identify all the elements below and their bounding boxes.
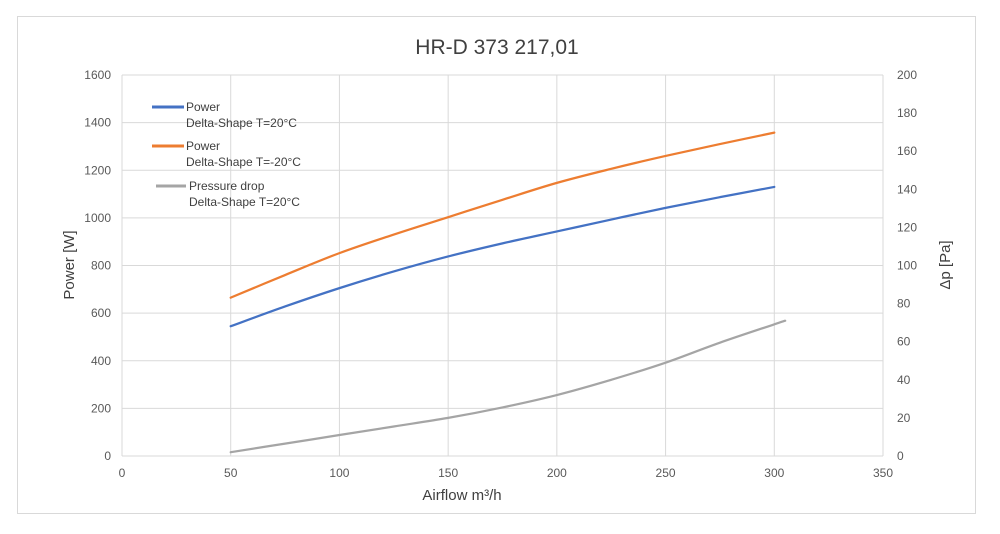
x-tick-label: 300 [764,466,784,480]
y-tick-label: 0 [104,449,111,463]
y2-tick-label: 200 [897,68,917,82]
x-tick-label: 250 [656,466,676,480]
chart-title: HR-D 373 217,01 [415,36,578,59]
x-tick-label: 0 [119,466,126,480]
y-tick-label: 1000 [84,211,111,225]
y2-tick-label: 20 [897,411,911,425]
legend-label-3-line1: Pressure drop [189,179,265,193]
y-tick-labels: 0 200 400 600 800 1000 1200 1400 1600 [84,68,111,463]
legend-label-3-line2: Delta-Shape T=20°C [189,195,300,209]
x-tick-label: 150 [438,466,458,480]
series-lines [229,131,787,454]
series-line-3 [229,319,787,454]
y2-tick-label: 60 [897,335,911,349]
grid [121,74,884,457]
y2-axis-title: Δp [Pa] [937,240,954,289]
y-tick-label: 200 [91,401,111,415]
legend-label-2-line1: Power [186,139,220,153]
x-tick-label: 50 [224,466,238,480]
y-tick-label: 400 [91,354,111,368]
legend-label-1-line2: Delta-Shape T=20°C [186,116,297,130]
x-tick-label: 200 [547,466,567,480]
series-line-2 [229,131,776,299]
y2-tick-label: 0 [897,449,904,463]
x-tick-labels: 0 50 100 150 200 250 300 350 [119,466,894,480]
x-tick-label: 100 [329,466,349,480]
y-tick-label: 800 [91,259,111,273]
y-tick-label: 600 [91,306,111,320]
legend-label-1-line1: Power [186,100,220,114]
legend: Power Delta-Shape T=20°C Power Delta-Shape … [152,100,301,209]
y-tick-label: 1600 [84,68,111,82]
legend-label-2-line2: Delta-Shape T=-20°C [186,155,301,169]
y2-tick-label: 160 [897,144,917,158]
y2-tick-label: 100 [897,259,917,273]
y-tick-label: 1200 [84,163,111,177]
y2-tick-label: 40 [897,373,911,387]
y-tick-label: 1400 [84,116,111,130]
y2-tick-labels: 0 20 40 60 80 100 120 140 160 180 200 [897,68,917,463]
x-axis-title: Airflow m³/h [422,487,501,504]
y2-tick-label: 120 [897,220,917,234]
x-tick-label: 350 [873,466,893,480]
y-axis-title: Power [W] [61,230,78,299]
y2-tick-label: 140 [897,182,917,196]
series-line-1 [229,185,776,328]
y2-tick-label: 180 [897,106,917,120]
y2-tick-label: 80 [897,297,911,311]
